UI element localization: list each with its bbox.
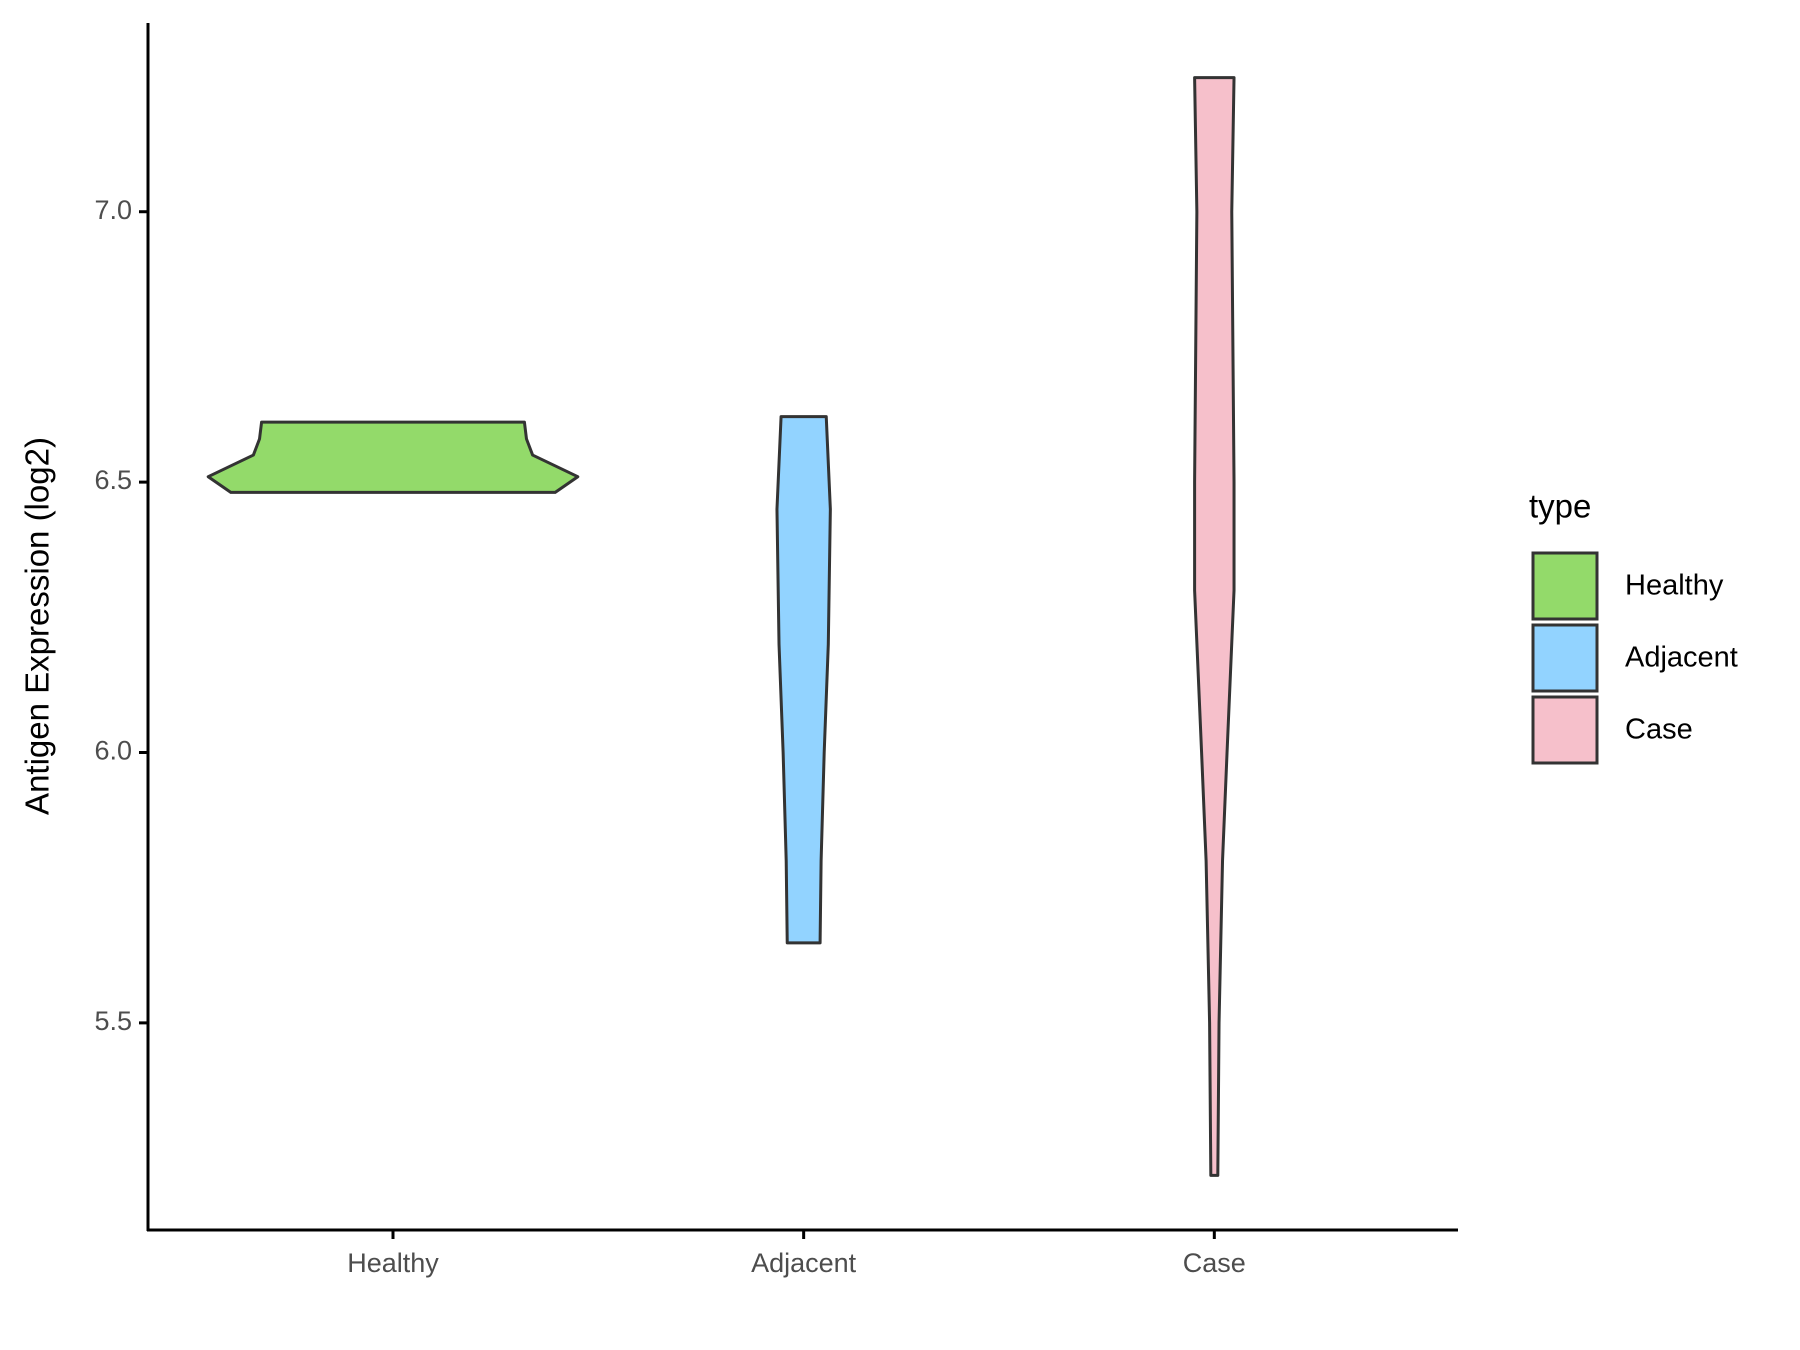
y-axis-title: Antigen Expression (log2) bbox=[19, 437, 56, 815]
legend-label: Adjacent bbox=[1625, 642, 1738, 674]
x-tick-label: Adjacent bbox=[751, 1248, 857, 1278]
legend-label: Healthy bbox=[1625, 570, 1724, 602]
violin bbox=[206, 420, 580, 494]
legend-label: Case bbox=[1625, 714, 1693, 746]
legend-title: type bbox=[1529, 488, 1591, 525]
x-tick-label: Healthy bbox=[347, 1248, 439, 1278]
legend-key bbox=[1531, 551, 1599, 621]
y-tick-label: 6.5 bbox=[94, 465, 132, 495]
x-tick-label: Case bbox=[1183, 1248, 1246, 1278]
y-tick-label: 7.0 bbox=[94, 195, 132, 225]
legend-key bbox=[1531, 695, 1599, 765]
violin bbox=[1193, 76, 1236, 1177]
y-tick-label: 5.5 bbox=[94, 1006, 132, 1036]
violin bbox=[775, 415, 832, 945]
legend-key bbox=[1531, 623, 1599, 693]
y-tick-label: 6.0 bbox=[94, 736, 132, 766]
